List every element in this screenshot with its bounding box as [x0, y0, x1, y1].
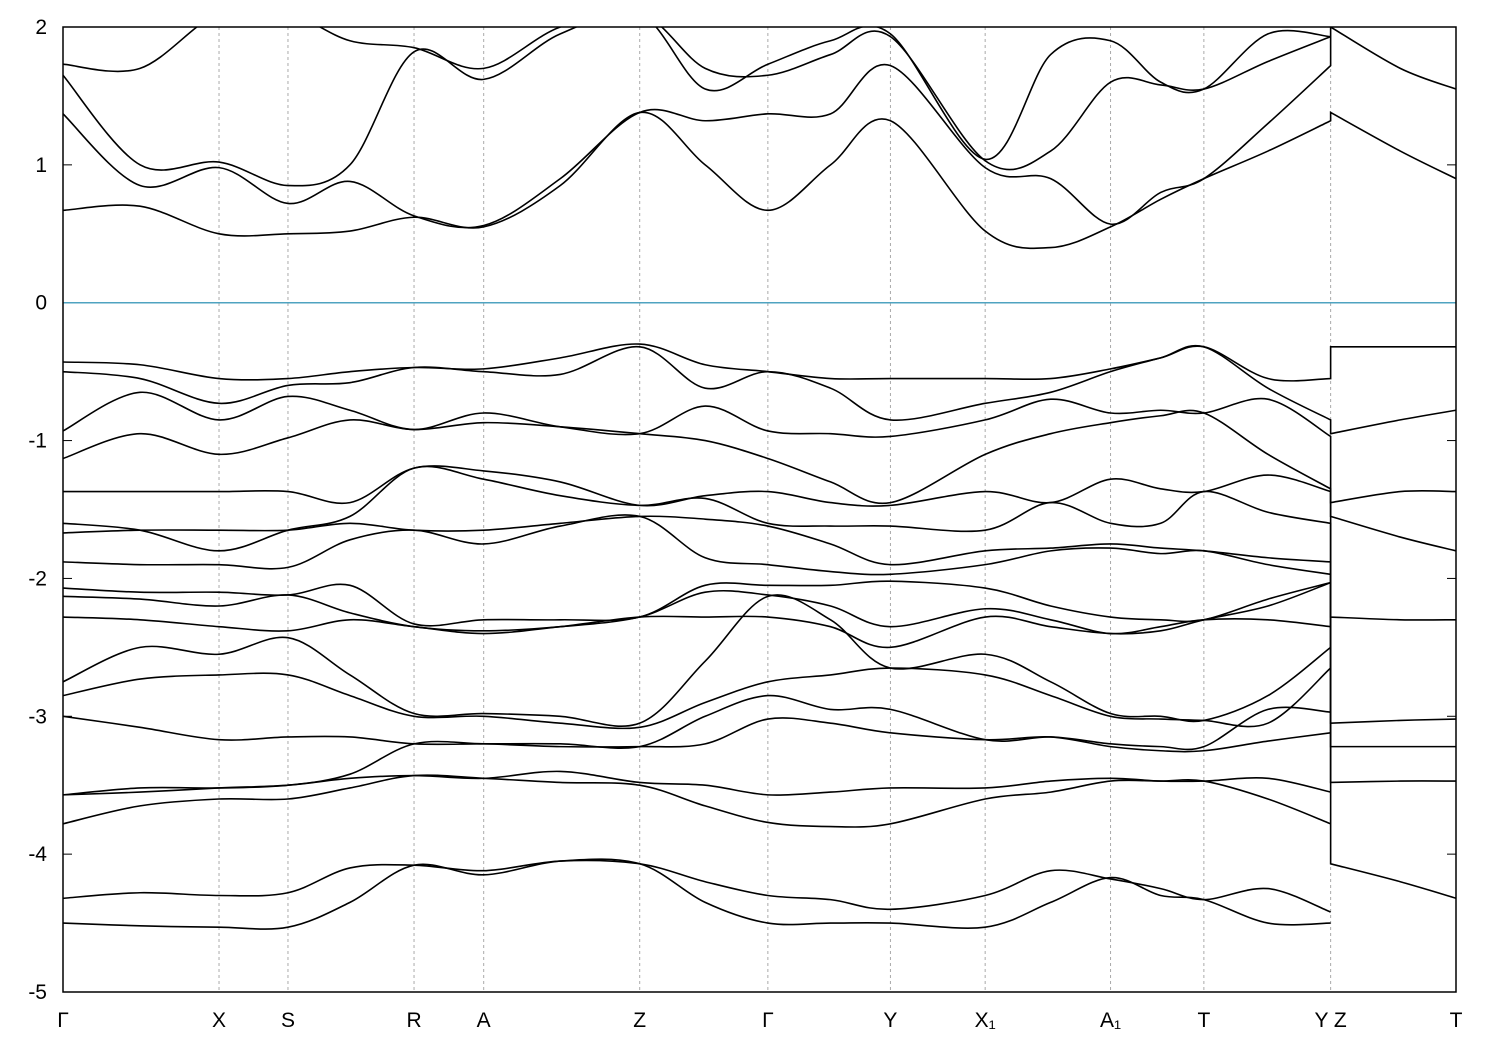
x-tick-label: T	[1197, 1009, 1210, 1032]
band-line	[63, 27, 1456, 229]
x-tick-label: Γ	[57, 1009, 69, 1032]
band-line	[63, 858, 1331, 930]
x-tick-label: T	[1450, 1009, 1463, 1032]
x-tick-label: Y	[883, 1009, 897, 1032]
x-tick-label: X₁	[975, 1009, 996, 1032]
labels-layer: -5 -4 -3 -2 -1 0 1 2 Γ X S R A Z Γ Y X₁ A₁ T Y Z T	[28, 16, 1462, 1032]
band-line	[63, 515, 1456, 748]
plot-frame	[62, 26, 1457, 993]
y-tick-label: -1	[28, 430, 47, 453]
x-tick-label: X	[212, 1009, 226, 1032]
band-line	[63, 594, 1332, 727]
y-tick-label: -3	[28, 705, 47, 728]
grid-layer	[62, 26, 1457, 993]
y-tick-label: -4	[28, 843, 47, 866]
band-line	[63, 343, 1456, 382]
y-tick-label: 1	[35, 154, 47, 177]
band-line	[63, 580, 1456, 900]
band-line	[63, 859, 1331, 913]
band-line	[63, 589, 1331, 635]
band-line	[63, 465, 1456, 621]
band-line	[63, 465, 1456, 725]
x-tick-label: A₁	[1100, 1009, 1121, 1032]
band-line	[63, 514, 1456, 784]
bands-layer	[63, 27, 1456, 930]
band-line	[63, 667, 1332, 730]
band-line	[63, 27, 1331, 187]
x-tick-label: A	[477, 1009, 491, 1032]
x-tick-label: Z	[633, 1009, 646, 1032]
band-line	[63, 717, 1331, 796]
x-tick-label: Y Z	[1314, 1009, 1346, 1032]
band-line	[63, 111, 1456, 250]
band-line	[63, 774, 1331, 828]
x-tick-label: Γ	[762, 1009, 774, 1032]
band-line	[63, 344, 1456, 435]
band-line	[63, 694, 1331, 751]
y-tick-label: 0	[35, 292, 47, 315]
y-tick-label: -5	[28, 981, 47, 1004]
band-line	[63, 581, 1331, 649]
x-tick-label: S	[281, 1009, 295, 1032]
y-tick-label: -2	[28, 567, 47, 590]
band-line	[63, 409, 1456, 552]
x-tick-label: R	[406, 1009, 421, 1032]
y-tick-label: 2	[35, 16, 47, 39]
band-line	[63, 27, 1331, 161]
band-line	[63, 770, 1331, 796]
band-line	[63, 391, 1456, 504]
